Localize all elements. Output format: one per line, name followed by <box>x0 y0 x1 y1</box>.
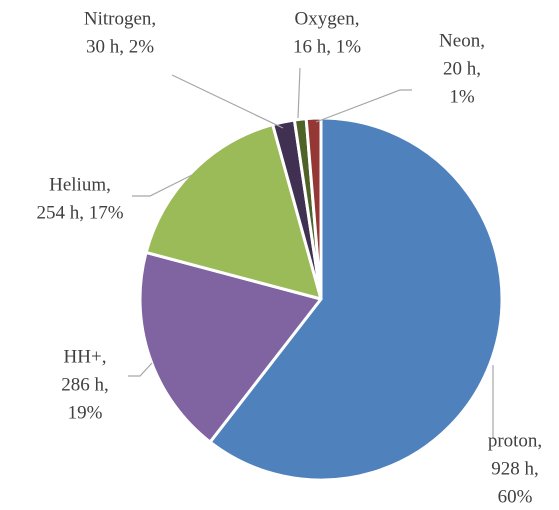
data-label: Oxygen, <box>295 8 360 29</box>
data-label: 16 h, 1% <box>293 36 361 57</box>
data-label: 254 h, 17% <box>36 202 123 223</box>
data-label: 928 h, <box>491 458 539 479</box>
data-label: HH+, <box>64 346 107 367</box>
leader-line <box>171 74 284 129</box>
leader-line <box>128 362 153 377</box>
data-label: 60% <box>498 486 533 507</box>
data-label: 1% <box>449 86 475 107</box>
data-label: 19% <box>68 402 103 423</box>
leader-line <box>297 67 301 119</box>
data-label: 20 h, <box>443 58 481 79</box>
data-label: Helium, <box>49 174 111 195</box>
data-label: 286 h, <box>61 374 109 395</box>
leader-line <box>132 174 193 197</box>
data-label: proton, <box>488 430 542 451</box>
pie-slice <box>138 250 323 444</box>
data-label: Neon, <box>439 30 485 51</box>
data-label: 30 h, 2% <box>86 36 154 57</box>
data-labels: proton, 928 h, 60% HH+, 286 h, 19% Helium, 254 … <box>36 8 542 507</box>
leader-line <box>315 89 412 123</box>
pie-slice <box>208 116 504 482</box>
pie-slice <box>304 116 323 301</box>
pie <box>138 116 504 482</box>
pie-slice <box>144 123 323 301</box>
data-label: Nitrogen, <box>84 8 156 29</box>
